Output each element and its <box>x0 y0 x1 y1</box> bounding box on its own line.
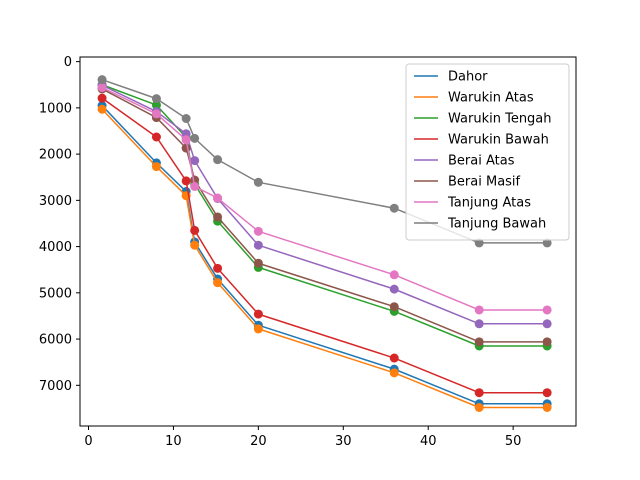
data-point <box>474 403 484 412</box>
data-point <box>213 155 223 165</box>
series-6 <box>97 83 552 315</box>
data-point <box>151 94 161 104</box>
data-point <box>474 337 484 347</box>
data-point <box>151 162 161 172</box>
data-point <box>389 270 399 280</box>
x-tick-label: 20 <box>250 434 267 449</box>
data-point <box>253 177 263 187</box>
data-point <box>542 238 552 248</box>
data-point <box>253 258 263 268</box>
data-point <box>253 324 263 334</box>
data-point <box>389 284 399 294</box>
data-point <box>213 278 223 288</box>
data-point <box>474 238 484 248</box>
data-point <box>389 353 399 363</box>
legend-entry: Warukin Tengah <box>448 112 552 127</box>
data-point <box>253 240 263 250</box>
data-point <box>542 403 552 412</box>
data-point <box>181 135 191 145</box>
data-point <box>97 83 107 93</box>
data-point <box>542 305 552 315</box>
data-point <box>213 212 223 222</box>
y-tick-label: 0 <box>64 55 72 70</box>
y-tick-label: 6000 <box>39 333 72 348</box>
legend-entry: Berai Masif <box>448 175 521 190</box>
data-point <box>181 143 191 153</box>
y-tick-label: 7000 <box>39 379 72 394</box>
y-tick-label: 3000 <box>39 194 72 209</box>
data-point <box>389 368 399 378</box>
x-tick-label: 50 <box>505 434 522 449</box>
plot-frame <box>79 56 577 427</box>
data-point <box>151 132 161 142</box>
y-tick-label: 2000 <box>39 148 72 163</box>
data-point <box>181 176 191 186</box>
data-point <box>253 226 263 236</box>
legend: Dahor Warukin Atas Warukin Tengah Warukin B… <box>405 63 570 241</box>
data-point <box>151 100 161 110</box>
data-point <box>253 309 263 319</box>
legend-frame <box>405 63 570 241</box>
y-tick-label: 5000 <box>39 286 72 301</box>
data-point <box>97 104 107 114</box>
x-tick-label: 30 <box>335 434 352 449</box>
data-point <box>97 93 107 103</box>
data-point <box>181 114 191 123</box>
data-point <box>474 319 484 329</box>
legend-entry: Tanjung Bawah <box>447 217 546 232</box>
data-point <box>542 388 552 398</box>
data-point <box>190 156 200 166</box>
data-point <box>190 240 200 250</box>
data-point <box>389 203 399 213</box>
data-point <box>474 305 484 315</box>
data-point <box>213 193 223 203</box>
data-point <box>542 319 552 329</box>
legend-entry: Warukin Atas <box>448 91 534 106</box>
data-point <box>97 75 107 85</box>
y-tick-label: 4000 <box>39 240 72 255</box>
y-tick-label: 1000 <box>39 101 72 116</box>
data-point <box>389 302 399 312</box>
x-tick-label: 10 <box>165 434 182 449</box>
data-point <box>190 133 200 143</box>
data-point <box>151 109 161 119</box>
legend-entry: Berai Atas <box>448 154 515 169</box>
legend-entry: Dahor <box>448 70 488 85</box>
legend-entry: Tanjung Atas <box>447 196 531 211</box>
data-point <box>190 181 200 191</box>
data-point <box>190 225 200 235</box>
x-tick-label: 40 <box>420 434 437 449</box>
data-point <box>213 263 223 273</box>
axes-layer: 0 10 20 30 40 50 0 1000 2000 3000 4000 5000 6000 7000 <box>39 55 522 449</box>
x-tick-label: 0 <box>84 434 92 449</box>
data-point <box>542 337 552 347</box>
series-3 <box>97 93 552 398</box>
series-layer <box>97 75 552 412</box>
legend-entry: Warukin Bawah <box>448 133 549 148</box>
data-point <box>474 388 484 398</box>
